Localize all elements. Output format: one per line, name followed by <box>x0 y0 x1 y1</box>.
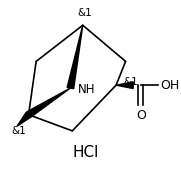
Polygon shape <box>27 88 70 117</box>
Polygon shape <box>17 112 31 126</box>
Text: &1: &1 <box>77 8 92 18</box>
Polygon shape <box>67 25 83 89</box>
Text: O: O <box>136 109 146 122</box>
Text: NH: NH <box>78 83 96 96</box>
Text: OH: OH <box>160 79 179 92</box>
Text: &1: &1 <box>124 77 138 87</box>
Polygon shape <box>116 82 133 88</box>
Text: &1: &1 <box>12 126 26 136</box>
Text: HCl: HCl <box>72 145 99 160</box>
